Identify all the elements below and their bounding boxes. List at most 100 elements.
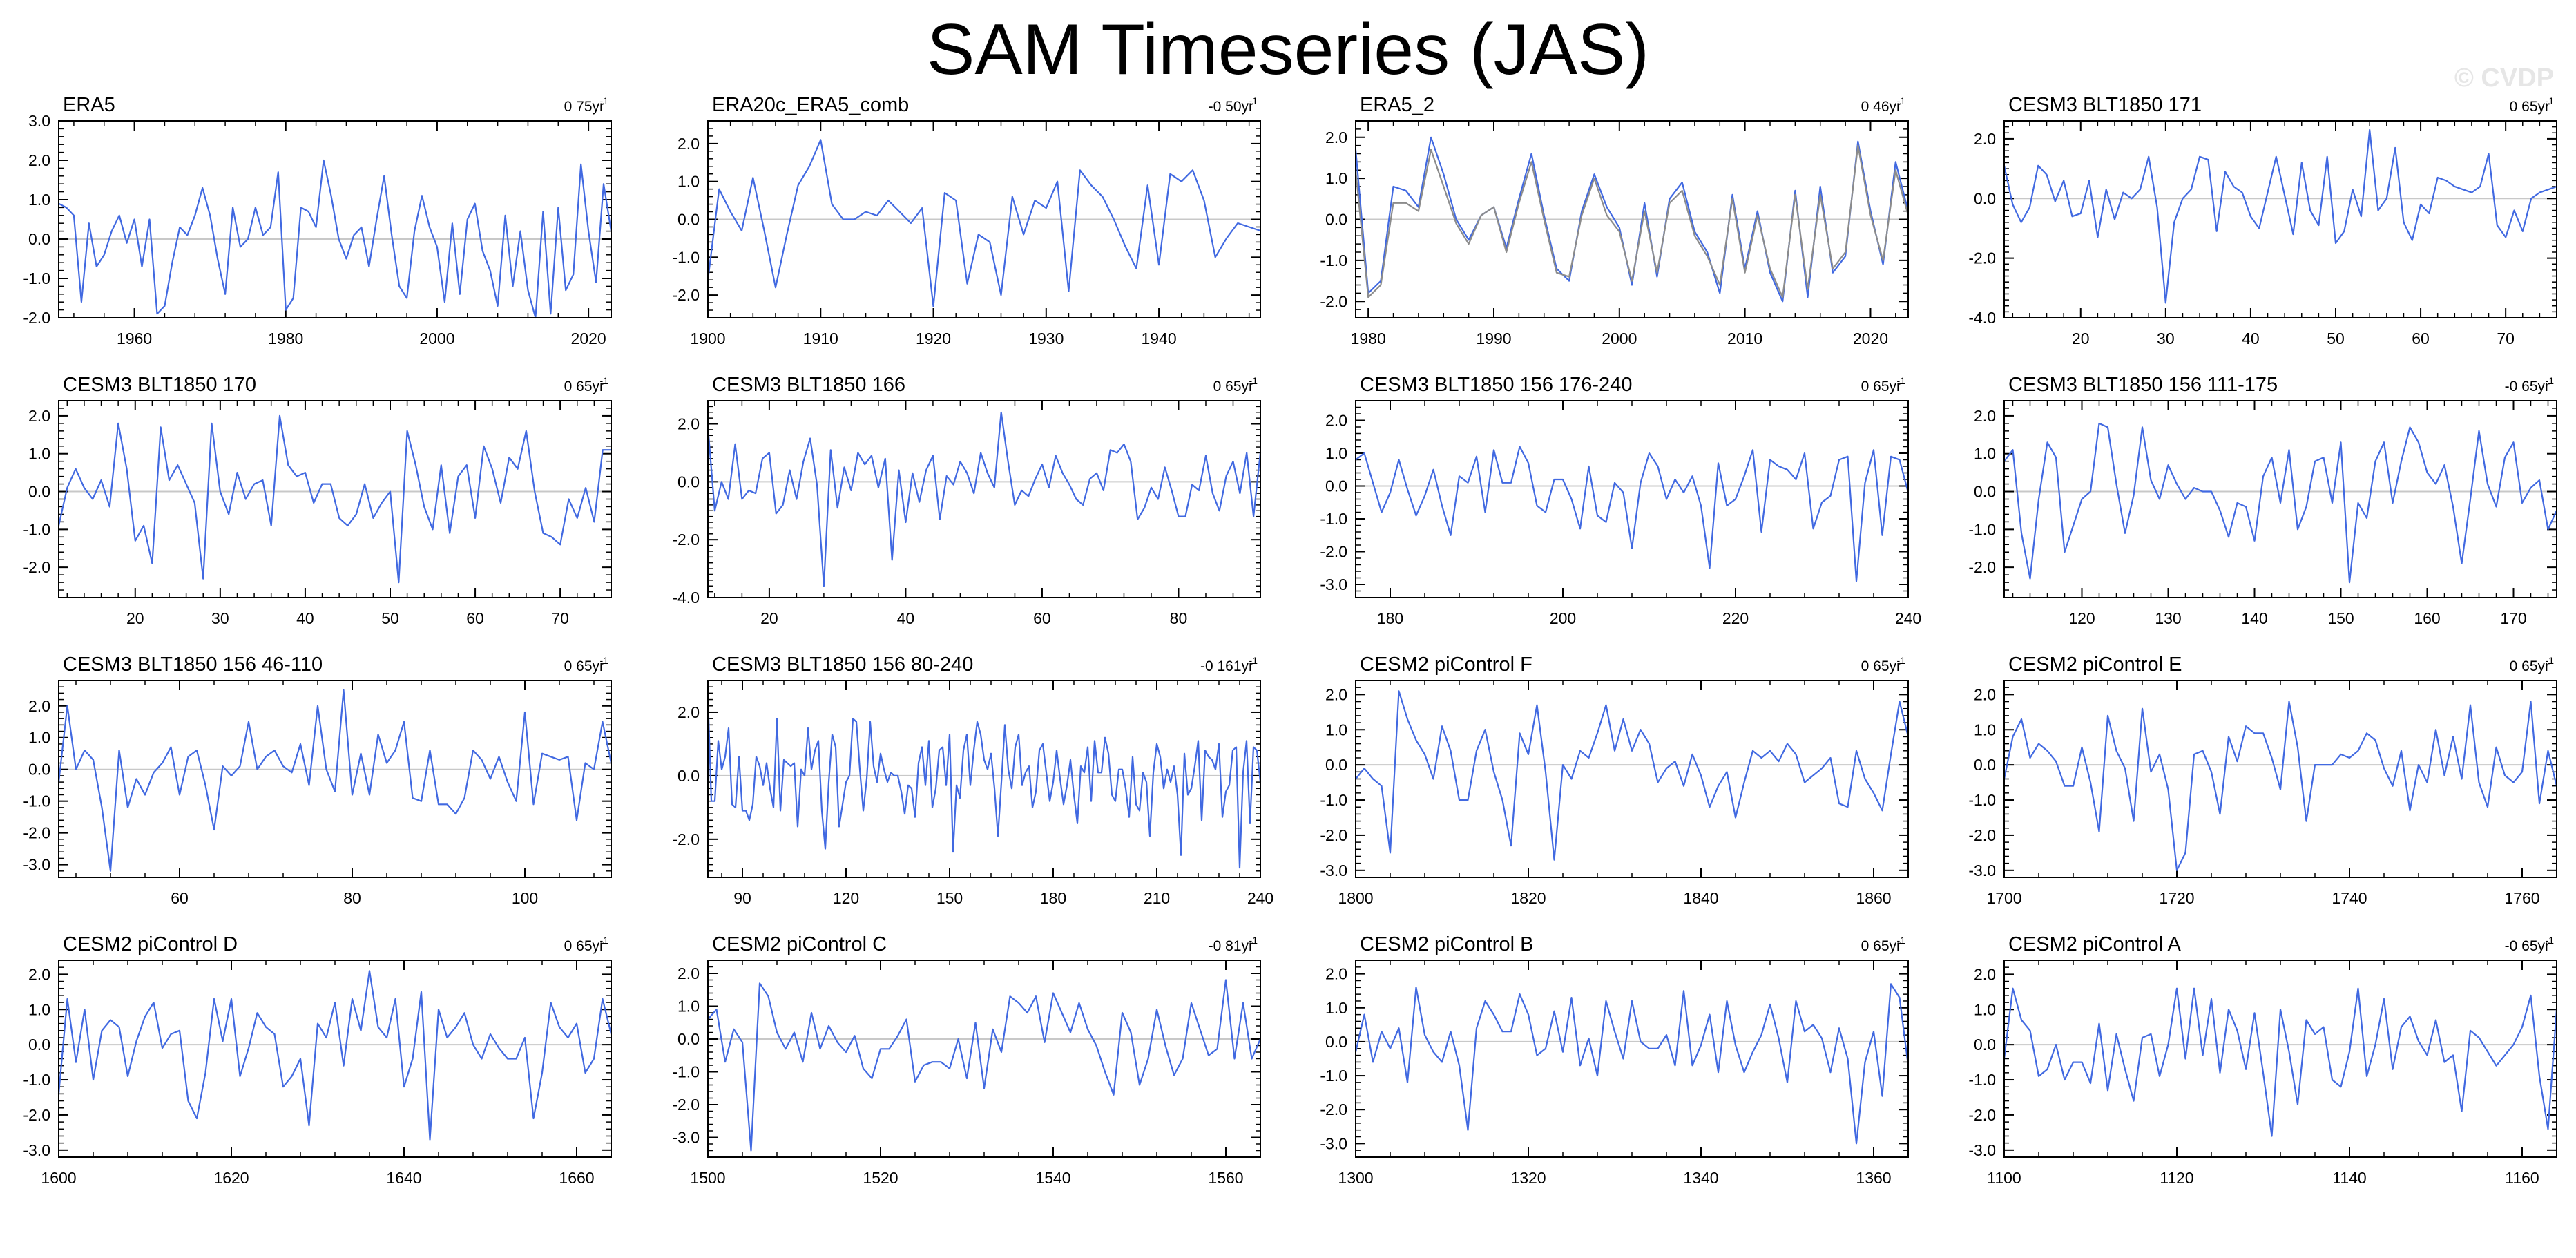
series-line bbox=[1355, 446, 1910, 582]
y-tick-label: 2.0 bbox=[1974, 685, 1996, 703]
panel-title: CESM2 piControl E bbox=[2008, 654, 2182, 676]
y-tick-label: 0.0 bbox=[1974, 756, 1996, 774]
cvdp-watermark: © CVDP bbox=[2454, 64, 2554, 93]
y-tick-label: 2.0 bbox=[28, 965, 50, 983]
x-tick-label: 170 bbox=[2500, 609, 2526, 627]
series-line bbox=[707, 139, 1261, 307]
trend-label: 0 65yr bbox=[1213, 379, 1253, 394]
y-tick-label: 0.0 bbox=[28, 1036, 50, 1054]
x-tick-label: 20 bbox=[126, 609, 144, 627]
trend-label: 0 46yr bbox=[1861, 99, 1901, 115]
y-tick-label: 2.0 bbox=[1974, 130, 1996, 148]
y-tick-label: 1.0 bbox=[677, 998, 700, 1016]
plot-area: ERA20c_ERA5_comb -0 50yr-1 2.0 1.0 0.0 -1.0 -2… bbox=[672, 94, 1261, 347]
plot-area: CESM2 piControl F 0 65yr-1 2.0 1.0 0.0 -1.0 -2… bbox=[1320, 654, 1910, 907]
trend-label: -0 65yr bbox=[2505, 938, 2550, 954]
x-tick-label: 160 bbox=[2414, 609, 2440, 627]
x-tick-label: 180 bbox=[1040, 889, 1066, 907]
trend-exponent: -1 bbox=[1897, 655, 1906, 666]
plot-area: CESM2 piControl E 0 65yr-1 2.0 1.0 0.0 -1.0 -2… bbox=[1968, 654, 2558, 907]
series-line bbox=[57, 414, 611, 584]
x-tick-label: 60 bbox=[1033, 609, 1051, 627]
chart-panel: CESM2 piControl D 0 65yr -1 2.0 1.0 0.0 -1.0 -2… bbox=[3, 922, 613, 1199]
panel-title: ERA20c_ERA5_comb bbox=[712, 94, 909, 116]
y-tick-label: -3.0 bbox=[1968, 1141, 1996, 1159]
trend-label: -0 65yr bbox=[2505, 379, 2550, 394]
trend-exponent: -1 bbox=[600, 375, 609, 386]
panel-title: CESM2 piControl D bbox=[63, 933, 238, 955]
x-tick-label: 1990 bbox=[1476, 330, 1511, 347]
series-line bbox=[2003, 701, 2558, 871]
y-tick-label: 2.0 bbox=[1325, 965, 1347, 983]
y-tick-label: 2.0 bbox=[28, 407, 50, 425]
x-tick-label: 1720 bbox=[2159, 889, 2194, 907]
panel-title: CESM3 BLT1850 171 bbox=[2008, 94, 2202, 116]
x-tick-label: 2000 bbox=[1602, 330, 1637, 347]
panel-title: CESM2 piControl B bbox=[1360, 933, 1533, 955]
y-tick-label: 1.0 bbox=[1974, 721, 1996, 738]
trend-label: 0 65yr bbox=[564, 379, 604, 394]
plot-frame bbox=[707, 680, 1261, 878]
timeseries-chart: CESM3 BLT1850 156 111-175 -0 65yr-1 2.0 1.0… bbox=[1968, 374, 2558, 627]
y-tick-label: 1.0 bbox=[1325, 999, 1347, 1017]
panel-title: CESM2 piControl A bbox=[2008, 933, 2181, 955]
x-tick-label: 70 bbox=[551, 609, 569, 627]
panel-title: CESM3 BLT1850 170 bbox=[63, 374, 256, 396]
trend-exponent: -1 bbox=[1897, 375, 1906, 386]
y-tick-label: -2.0 bbox=[1968, 826, 1996, 844]
chart-panel: CESM3 BLT1850 166 0 65yr -1 2.0 0.0 -2.0 -4.0 2… bbox=[653, 363, 1262, 639]
x-tick-label: 40 bbox=[2242, 330, 2260, 347]
y-tick-label: -1.0 bbox=[1320, 510, 1347, 528]
y-tick-label: -2.0 bbox=[672, 1096, 700, 1114]
x-tick-label: 1760 bbox=[2504, 889, 2539, 907]
plot-area: CESM3 BLT1850 156 46-110 0 65yr-1 2.0 1.0 0.… bbox=[23, 654, 613, 907]
panel-title: CESM2 piControl C bbox=[712, 933, 887, 955]
y-tick-label: 1.0 bbox=[1974, 445, 1996, 463]
x-tick-label: 1920 bbox=[916, 330, 951, 347]
trend-exponent: -1 bbox=[1249, 655, 1258, 666]
panel-title: CESM3 BLT1850 156 176-240 bbox=[1360, 374, 1632, 396]
y-tick-label: -3.0 bbox=[672, 1129, 700, 1147]
series-line bbox=[57, 970, 613, 1141]
x-tick-label: 1840 bbox=[1683, 889, 1718, 907]
chart-panel: ERA5 0 75yr -1 3.0 2.0 1.0 0.0 -1.0 -2.0 1960 1980… bbox=[3, 83, 613, 359]
y-tick-label: 1.0 bbox=[28, 445, 50, 463]
x-tick-label: 210 bbox=[1144, 889, 1170, 907]
x-tick-label: 20 bbox=[2072, 330, 2090, 347]
x-tick-label: 240 bbox=[1247, 889, 1273, 907]
timeseries-chart: CESM3 BLT1850 156 176-240 0 65yr-1 2.0 1.0 0… bbox=[1320, 374, 1921, 627]
y-tick-label: 0.0 bbox=[1325, 211, 1347, 229]
x-tick-label: 180 bbox=[1377, 609, 1403, 627]
plot-area: CESM3 BLT1850 166 0 65yr-1 2.0 0.0 -2.0 -4.0 2… bbox=[672, 374, 1262, 627]
trend-label: 0 65yr bbox=[1861, 379, 1901, 394]
y-tick-label: -3.0 bbox=[23, 1141, 50, 1159]
y-tick-label: 0.0 bbox=[1325, 756, 1347, 774]
chart-panel: CESM3 BLT1850 156 176-240 0 65yr -1 2.0 1.0 0… bbox=[1300, 363, 1921, 639]
x-tick-label: 50 bbox=[381, 609, 399, 627]
x-tick-label: 140 bbox=[2241, 609, 2267, 627]
x-tick-label: 50 bbox=[2327, 330, 2345, 347]
panel-title: ERA5_2 bbox=[1360, 94, 1434, 116]
x-tick-label: 1910 bbox=[803, 330, 838, 347]
x-tick-label: 2020 bbox=[571, 330, 606, 347]
y-tick-label: -2.0 bbox=[1320, 1100, 1347, 1118]
y-tick-label: 2.0 bbox=[28, 697, 50, 715]
y-tick-label: 1.0 bbox=[28, 1000, 50, 1018]
plot-area: CESM2 piControl A -0 65yr-1 2.0 1.0 0.0 -1.0 -… bbox=[1968, 933, 2558, 1187]
y-tick-label: -2.0 bbox=[1968, 558, 1996, 576]
timeseries-chart: CESM2 piControl F 0 65yr-1 2.0 1.0 0.0 -1.0 -2… bbox=[1320, 654, 1910, 907]
y-tick-label: 2.0 bbox=[28, 151, 50, 169]
plot-area: CESM3 BLT1850 156 176-240 0 65yr-1 2.0 1.0 0… bbox=[1320, 374, 1921, 627]
timeseries-chart: CESM3 BLT1850 156 80-240 -0 161yr-1 2.0 0.0… bbox=[672, 654, 1273, 907]
trend-label: -0 50yr bbox=[1209, 99, 1253, 115]
trend-exponent: -1 bbox=[2546, 935, 2555, 946]
timeseries-chart: ERA5 0 75yr-1 3.0 2.0 1.0 0.0 -1.0 -2.0 1960 1980… bbox=[23, 94, 613, 347]
panel-title: CESM3 BLT1850 156 111-175 bbox=[2008, 374, 2278, 396]
y-tick-label: -2.0 bbox=[23, 558, 50, 576]
y-tick-label: 2.0 bbox=[1974, 965, 1996, 983]
series-line bbox=[2003, 422, 2558, 584]
plot-frame bbox=[2003, 960, 2557, 1158]
trend-label: -0 81yr bbox=[1209, 938, 1253, 954]
timeseries-chart: CESM3 BLT1850 166 0 65yr-1 2.0 0.0 -2.0 -4.0 2… bbox=[672, 374, 1262, 627]
y-tick-label: 2.0 bbox=[1325, 412, 1347, 430]
